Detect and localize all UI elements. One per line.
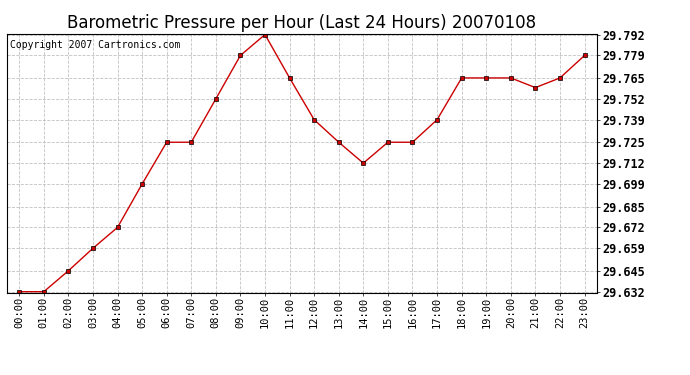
Title: Barometric Pressure per Hour (Last 24 Hours) 20070108: Barometric Pressure per Hour (Last 24 Ho… <box>68 14 536 32</box>
Text: Copyright 2007 Cartronics.com: Copyright 2007 Cartronics.com <box>10 40 180 50</box>
